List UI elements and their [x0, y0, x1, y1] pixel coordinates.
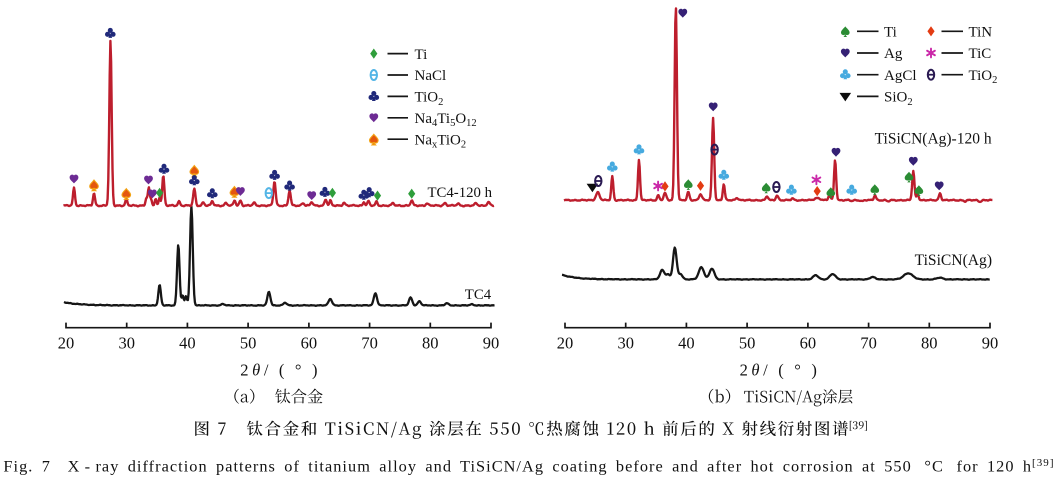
svg-text:NaCl: NaCl: [415, 68, 447, 84]
svg-text:Fig. 7 X - ray diffraction pa: Fig. 7 X - ray diffraction patterns of t…: [3, 456, 1054, 475]
svg-text:Ti: Ti: [415, 47, 428, 63]
svg-text:90: 90: [982, 334, 999, 353]
svg-text:TiN: TiN: [969, 25, 993, 41]
svg-text:TiSiCN(Ag): TiSiCN(Ag): [915, 252, 992, 269]
svg-text:Na4Ti5O12: Na4Ti5O12: [415, 111, 477, 129]
svg-text:TC4: TC4: [465, 287, 492, 303]
svg-text:50: 50: [240, 334, 257, 353]
svg-text:60: 60: [800, 334, 817, 353]
svg-text:90: 90: [483, 334, 500, 353]
svg-text:Ag: Ag: [884, 46, 903, 62]
svg-text:80: 80: [921, 334, 938, 353]
svg-text:2θ/ ( ° ): 2θ/ ( ° ): [240, 361, 321, 380]
svg-text:30: 30: [118, 334, 135, 353]
svg-text:40: 40: [179, 334, 196, 353]
svg-text:20: 20: [557, 334, 574, 353]
svg-text:50: 50: [739, 334, 756, 353]
svg-text:TiO2: TiO2: [415, 90, 444, 108]
svg-text:TiO2: TiO2: [969, 68, 998, 86]
svg-text:NaxTiO2: NaxTiO2: [415, 132, 467, 150]
svg-text:70: 70: [860, 334, 877, 353]
svg-text:40: 40: [678, 334, 695, 353]
svg-text:TiSiCN(Ag)-120 h: TiSiCN(Ag)-120 h: [875, 131, 992, 148]
svg-text:30: 30: [617, 334, 634, 353]
svg-text:AgCl: AgCl: [884, 68, 917, 84]
svg-text:70: 70: [361, 334, 378, 353]
svg-text:20: 20: [58, 334, 75, 353]
svg-text:SiO2: SiO2: [884, 90, 913, 108]
svg-text:TC4-120 h: TC4-120 h: [428, 185, 493, 201]
svg-text:2θ/ ( ° ): 2θ/ ( ° ): [740, 361, 821, 380]
svg-text:60: 60: [301, 334, 318, 353]
svg-text:Ti: Ti: [884, 25, 897, 41]
svg-text:TiC: TiC: [969, 46, 992, 62]
svg-text:80: 80: [422, 334, 439, 353]
